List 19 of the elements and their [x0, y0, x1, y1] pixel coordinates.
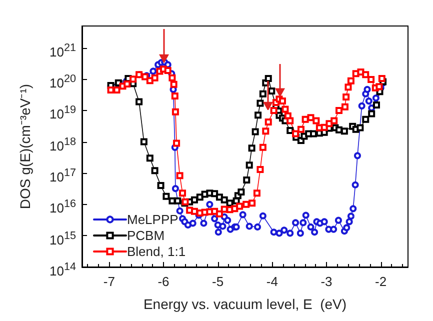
x-tick-label: -2 — [375, 274, 387, 289]
x-tick-label: -6 — [158, 274, 170, 289]
x-tick-label: -5 — [212, 274, 224, 289]
x-tick-label: -4 — [266, 274, 278, 289]
legend-label: Blend, 1:1 — [127, 244, 186, 259]
y-tick-label: 10$^{15}$ — [49, 228, 76, 248]
legend-label: PCBM — [127, 228, 165, 243]
y-tick-label: 10$^{18}$ — [49, 134, 76, 154]
y-tick-label: 10$^{17}$ — [49, 166, 76, 184]
y-tick-label: 10$^{21}$ — [49, 40, 76, 60]
y-axis-title: DOS g(E)(cm⁻³eV⁻¹) — [17, 84, 33, 210]
y-tick-label: 10$^{16}$ — [49, 197, 76, 216]
x-tick-label: -7 — [103, 274, 115, 289]
y-tick-label: 10$^{19}$ — [49, 103, 76, 122]
x-axis-title: Energy vs. vacuum level, E (eV) — [143, 296, 347, 312]
y-tick-label: 10$^{20}$ — [49, 72, 76, 90]
legend-label: MeLPPP — [127, 212, 178, 227]
x-tick-label: -3 — [320, 274, 332, 289]
y-tick-label: 10$^{14}$ — [49, 260, 76, 278]
